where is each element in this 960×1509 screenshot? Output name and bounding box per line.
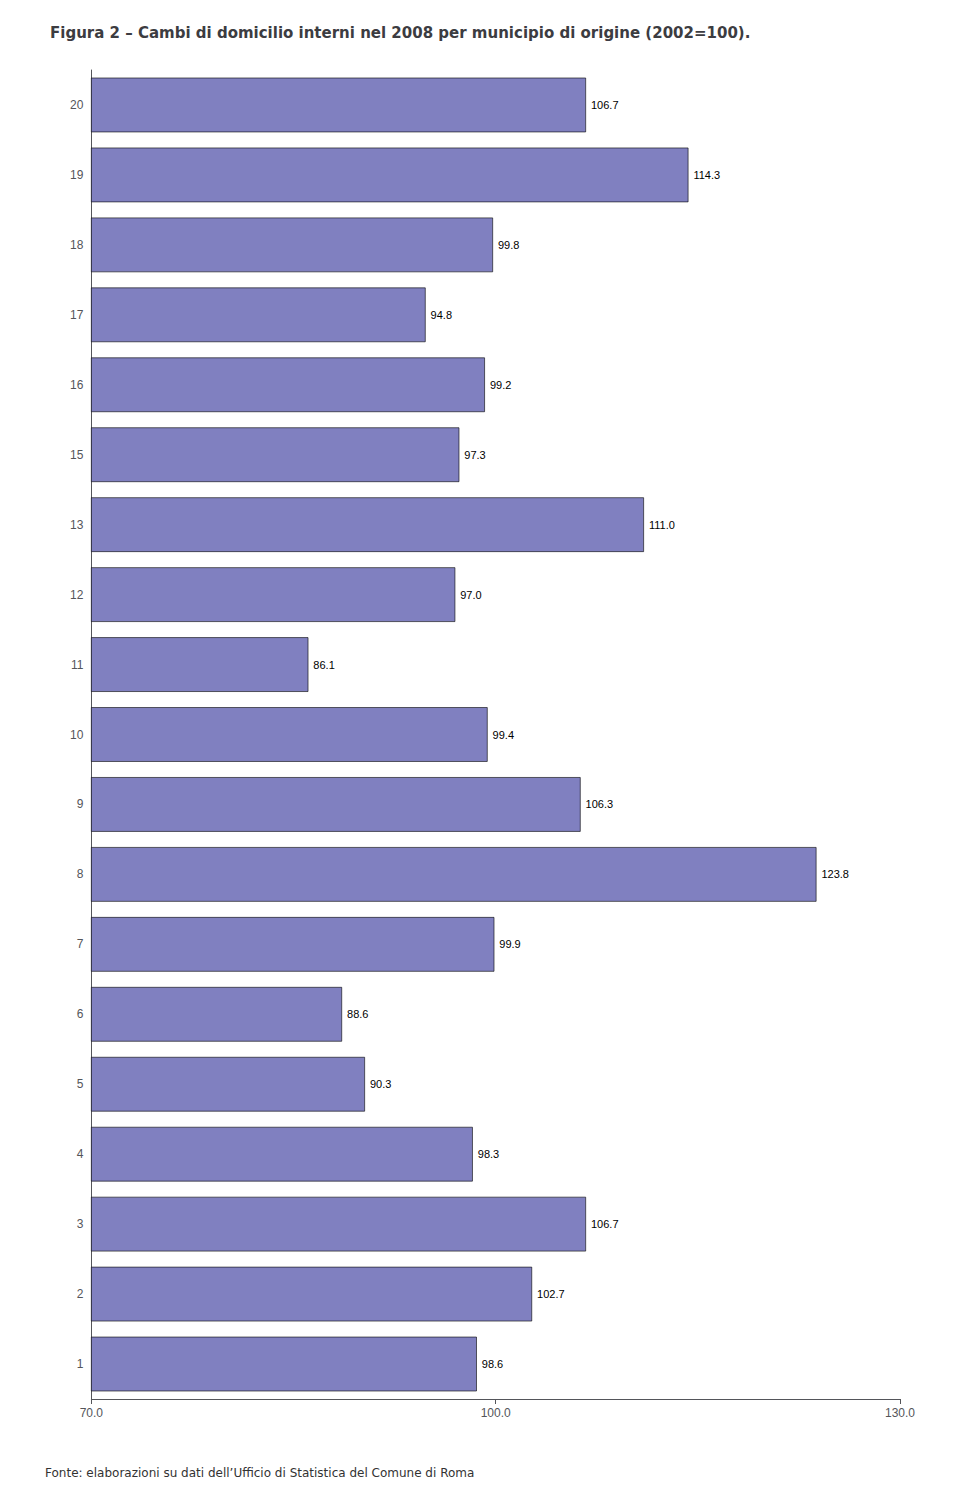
- svg-text:106.7: 106.7: [591, 99, 619, 111]
- svg-text:8: 8: [77, 867, 84, 881]
- svg-text:111.0: 111.0: [649, 519, 675, 531]
- svg-text:20: 20: [70, 98, 84, 112]
- svg-text:5: 5: [77, 1077, 84, 1091]
- svg-text:102.7: 102.7: [537, 1288, 565, 1300]
- svg-text:12: 12: [70, 588, 84, 602]
- svg-text:Fonte: elaborazioni su dati de: Fonte: elaborazioni su dati dell’Ufficio…: [45, 1466, 474, 1480]
- svg-text:90.3: 90.3: [370, 1078, 391, 1090]
- svg-text:15: 15: [70, 448, 84, 462]
- svg-text:4: 4: [77, 1147, 84, 1161]
- svg-text:99.4: 99.4: [493, 729, 514, 741]
- svg-text:100.0: 100.0: [481, 1406, 511, 1420]
- svg-text:1: 1: [77, 1357, 84, 1371]
- svg-text:10: 10: [70, 728, 84, 742]
- svg-text:3: 3: [77, 1217, 84, 1231]
- svg-text:123.8: 123.8: [821, 868, 849, 880]
- svg-text:98.3: 98.3: [478, 1148, 499, 1160]
- svg-text:9: 9: [77, 797, 84, 811]
- svg-text:94.8: 94.8: [431, 309, 452, 321]
- svg-text:97.0: 97.0: [460, 589, 481, 601]
- svg-text:114.3: 114.3: [693, 169, 720, 181]
- svg-text:99.9: 99.9: [499, 938, 520, 950]
- svg-text:88.6: 88.6: [347, 1008, 368, 1020]
- svg-text:130.0: 130.0: [885, 1406, 915, 1420]
- svg-text:106.7: 106.7: [591, 1218, 619, 1230]
- svg-text:98.6: 98.6: [482, 1358, 503, 1370]
- svg-text:70.0: 70.0: [80, 1406, 104, 1420]
- svg-text:2: 2: [77, 1287, 84, 1301]
- svg-text:17: 17: [70, 308, 84, 322]
- svg-text:99.8: 99.8: [498, 239, 519, 251]
- svg-text:11: 11: [71, 658, 84, 672]
- svg-text:Figura 2 – Cambi di domicilio: Figura 2 – Cambi di domicilio interni ne…: [50, 24, 750, 42]
- svg-text:86.1: 86.1: [313, 659, 334, 671]
- svg-text:19: 19: [70, 168, 84, 182]
- svg-text:13: 13: [70, 518, 84, 532]
- svg-text:99.2: 99.2: [490, 379, 511, 391]
- svg-text:7: 7: [77, 937, 84, 951]
- svg-text:106.3: 106.3: [586, 798, 614, 810]
- svg-text:18: 18: [70, 238, 84, 252]
- svg-text:6: 6: [77, 1007, 84, 1021]
- svg-text:16: 16: [70, 378, 84, 392]
- svg-text:97.3: 97.3: [464, 449, 485, 461]
